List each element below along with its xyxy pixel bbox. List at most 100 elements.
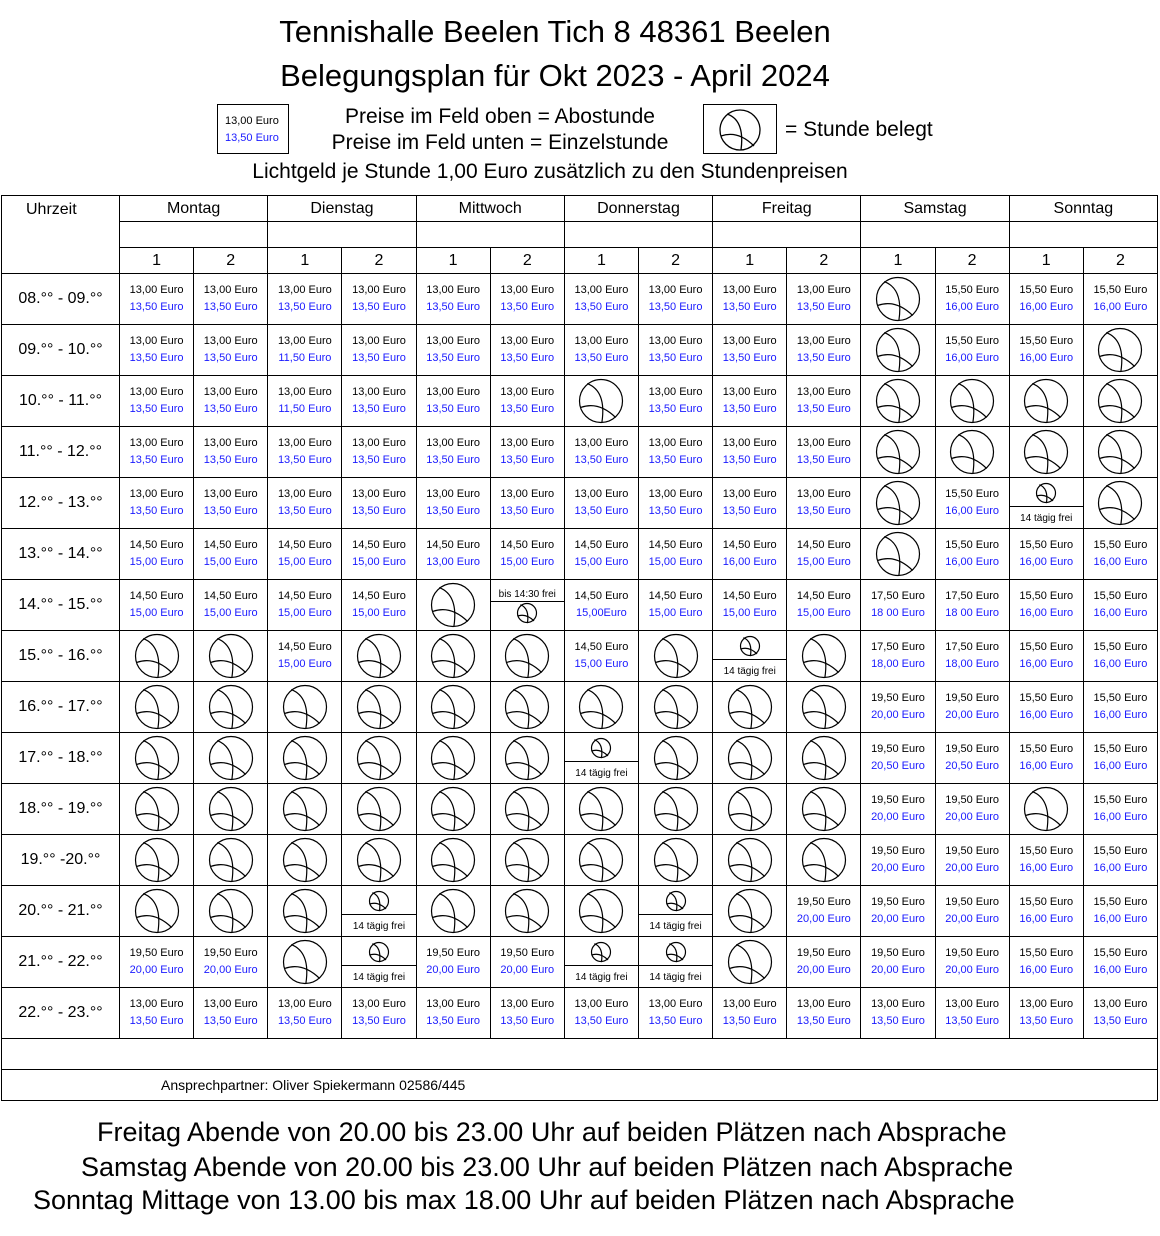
schedule-cell-price[interactable]: 15,50 Euro 16,00 Euro <box>1082 528 1159 580</box>
schedule-cell-price[interactable]: 13,00 Euro 13,50 Euro <box>637 426 714 478</box>
schedule-cell-price[interactable]: 13,00 Euro 13,50 Euro <box>193 273 269 325</box>
schedule-cell-price[interactable]: 13,00 Euro 13,50 Euro <box>712 987 788 1039</box>
schedule-cell-belegt[interactable] <box>712 936 788 988</box>
schedule-cell-belegt[interactable] <box>415 681 491 733</box>
schedule-cell-price[interactable]: 14,50 Euro 15,00 Euro <box>341 579 417 631</box>
schedule-cell-price[interactable]: 13,00 Euro 13,50 Euro <box>637 375 714 427</box>
schedule-cell-biweekly[interactable]: 14 tägig frei <box>637 885 714 937</box>
schedule-cell-belegt[interactable] <box>563 834 639 886</box>
schedule-cell-price[interactable]: 14,50 Euro 15,00 Euro <box>712 579 788 631</box>
schedule-cell-price[interactable]: 15,50 Euro 16,00 Euro <box>934 477 1010 529</box>
schedule-cell-price[interactable]: 19,50 Euro 20,00 Euro <box>118 936 195 988</box>
schedule-cell-biweekly[interactable]: 14 tägig frei <box>563 732 639 784</box>
schedule-cell-belegt[interactable] <box>786 834 862 886</box>
schedule-cell-belegt[interactable] <box>415 834 491 886</box>
schedule-cell-belegt[interactable] <box>712 834 788 886</box>
schedule-cell-price[interactable]: 15,50 Euro 16,00 Euro <box>1082 579 1159 631</box>
schedule-cell-price[interactable]: 19,50 Euro 20,00 Euro <box>786 936 862 988</box>
schedule-cell-price[interactable]: 14,50 Euro 15,00 Euro <box>118 579 195 631</box>
schedule-cell-price[interactable]: 13,00 Euro 13,50 Euro <box>860 987 936 1039</box>
schedule-cell-price[interactable]: 13,00 Euro 13,50 Euro <box>193 987 269 1039</box>
schedule-cell-price[interactable]: 14,50 Euro 15,00 Euro <box>563 630 639 682</box>
schedule-cell-belegt[interactable] <box>786 630 862 682</box>
schedule-cell-belegt[interactable] <box>341 681 417 733</box>
schedule-cell-price[interactable]: 13,00 Euro 13,50 Euro <box>193 477 269 529</box>
schedule-cell-price[interactable]: 13,00 Euro 13,50 Euro <box>415 273 491 325</box>
schedule-cell-price[interactable]: 19,50 Euro 20,00 Euro <box>860 936 936 988</box>
schedule-cell-belegt[interactable] <box>341 732 417 784</box>
schedule-cell-price[interactable]: 15,50 Euro 16,00 Euro <box>1008 630 1084 682</box>
schedule-cell-price[interactable]: 13,00 Euro 13,50 Euro <box>341 426 417 478</box>
schedule-cell-price[interactable]: 13,00 Euro 13,50 Euro <box>563 426 639 478</box>
schedule-cell-price[interactable]: 14,50 Euro 15,00 Euro <box>489 528 565 580</box>
schedule-cell-price[interactable]: 19,50 Euro 20,00 Euro <box>934 834 1010 886</box>
schedule-cell-price[interactable]: 14,50 Euro 15,00 Euro <box>267 528 343 580</box>
schedule-cell-price[interactable]: 13,00 Euro 13,50 Euro <box>193 375 269 427</box>
schedule-cell-price[interactable]: 19,50 Euro 20,00 Euro <box>934 783 1010 835</box>
schedule-cell-price[interactable]: 13,00 Euro 13,50 Euro <box>786 477 862 529</box>
schedule-cell-belegt[interactable] <box>637 834 714 886</box>
schedule-cell-belegt[interactable] <box>563 681 639 733</box>
schedule-cell-belegt[interactable] <box>712 783 788 835</box>
schedule-cell-price[interactable]: 19,50 Euro 20,00 Euro <box>934 681 1010 733</box>
schedule-cell-price[interactable]: 13,00 Euro 13,50 Euro <box>489 426 565 478</box>
schedule-cell-price[interactable]: 13,00 Euro 13,50 Euro <box>267 273 343 325</box>
schedule-cell-price[interactable]: 13,00 Euro 13,50 Euro <box>415 375 491 427</box>
schedule-cell-price[interactable]: 15,50 Euro 16,00 Euro <box>1008 732 1084 784</box>
schedule-cell-belegt[interactable] <box>1082 324 1159 376</box>
schedule-cell-belegt[interactable] <box>193 885 269 937</box>
schedule-cell-belegt[interactable] <box>267 681 343 733</box>
schedule-cell-price[interactable]: 15,50 Euro 16,00 Euro <box>1082 630 1159 682</box>
schedule-cell-belegt[interactable] <box>860 273 936 325</box>
schedule-cell-price[interactable]: 19,50 Euro 20,00 Euro <box>415 936 491 988</box>
schedule-cell-price[interactable]: 14,50 Euro 15,00 Euro <box>193 579 269 631</box>
schedule-cell-price[interactable]: 15,50 Euro 16,00 Euro <box>1082 936 1159 988</box>
schedule-cell-price[interactable]: 13,00 Euro 13,50 Euro <box>637 477 714 529</box>
schedule-cell-price[interactable]: 13,00 Euro 13,50 Euro <box>415 477 491 529</box>
schedule-cell-price[interactable]: 13,00 Euro 13,50 Euro <box>712 477 788 529</box>
schedule-cell-belegt[interactable] <box>489 732 565 784</box>
schedule-cell-belegt[interactable] <box>489 885 565 937</box>
schedule-cell-belegt[interactable] <box>341 630 417 682</box>
schedule-cell-price[interactable]: 14,50 Euro 15,00 Euro <box>267 579 343 631</box>
schedule-cell-belegt[interactable] <box>1008 783 1084 835</box>
schedule-cell-price[interactable]: 13,00 Euro 13,50 Euro <box>489 375 565 427</box>
schedule-cell-price[interactable]: 13,00 Euro 13,50 Euro <box>1082 987 1159 1039</box>
schedule-cell-price[interactable]: 15,50 Euro 16,00 Euro <box>934 273 1010 325</box>
schedule-cell-price[interactable]: 13,00 Euro 13,50 Euro <box>341 273 417 325</box>
schedule-cell-price[interactable]: 13,00 Euro 13,50 Euro <box>415 987 491 1039</box>
schedule-cell-belegt[interactable] <box>489 783 565 835</box>
schedule-cell-belegt[interactable] <box>118 834 195 886</box>
schedule-cell-belegt[interactable] <box>267 936 343 988</box>
schedule-cell-price[interactable]: 13,00 Euro 13,50 Euro <box>786 426 862 478</box>
schedule-cell-belegt[interactable] <box>267 834 343 886</box>
schedule-cell-partial[interactable]: bis 14:30 frei <box>489 579 565 631</box>
schedule-cell-biweekly[interactable]: 14 tägig frei <box>1008 477 1084 529</box>
schedule-cell-belegt[interactable] <box>193 630 269 682</box>
schedule-cell-price[interactable]: 15,50 Euro 16,00 Euro <box>1008 834 1084 886</box>
schedule-cell-price[interactable]: 13,00 Euro 13,50 Euro <box>118 477 195 529</box>
schedule-cell-belegt[interactable] <box>118 732 195 784</box>
schedule-cell-price[interactable]: 19,50 Euro 20,00 Euro <box>934 936 1010 988</box>
schedule-cell-price[interactable]: 15,50 Euro 16,00 Euro <box>1082 273 1159 325</box>
schedule-cell-price[interactable]: 15,50 Euro 16,00 Euro <box>1082 732 1159 784</box>
schedule-cell-biweekly[interactable]: 14 tägig frei <box>563 936 639 988</box>
schedule-cell-price[interactable]: 19,50 Euro 20,00 Euro <box>860 783 936 835</box>
schedule-cell-price[interactable]: 15,50 Euro 16,00 Euro <box>1008 681 1084 733</box>
schedule-cell-belegt[interactable] <box>934 426 1010 478</box>
schedule-cell-belegt[interactable] <box>193 732 269 784</box>
schedule-cell-belegt[interactable] <box>1082 477 1159 529</box>
schedule-cell-belegt[interactable] <box>563 885 639 937</box>
schedule-cell-price[interactable]: 13,00 Euro 13,50 Euro <box>341 324 417 376</box>
schedule-cell-price[interactable]: 13,00 Euro 11,50 Euro <box>267 324 343 376</box>
schedule-cell-belegt[interactable] <box>786 732 862 784</box>
schedule-cell-price[interactable]: 13,00 Euro 13,50 Euro <box>786 324 862 376</box>
schedule-cell-belegt[interactable] <box>860 528 936 580</box>
schedule-cell-belegt[interactable] <box>563 375 639 427</box>
schedule-cell-price[interactable]: 13,00 Euro 13,50 Euro <box>786 987 862 1039</box>
schedule-cell-belegt[interactable] <box>1082 426 1159 478</box>
schedule-cell-price[interactable]: 13,00 Euro 13,50 Euro <box>712 324 788 376</box>
schedule-cell-price[interactable]: 13,00 Euro 13,50 Euro <box>563 324 639 376</box>
schedule-cell-belegt[interactable] <box>415 885 491 937</box>
schedule-cell-price[interactable]: 13,00 Euro 13,50 Euro <box>712 273 788 325</box>
